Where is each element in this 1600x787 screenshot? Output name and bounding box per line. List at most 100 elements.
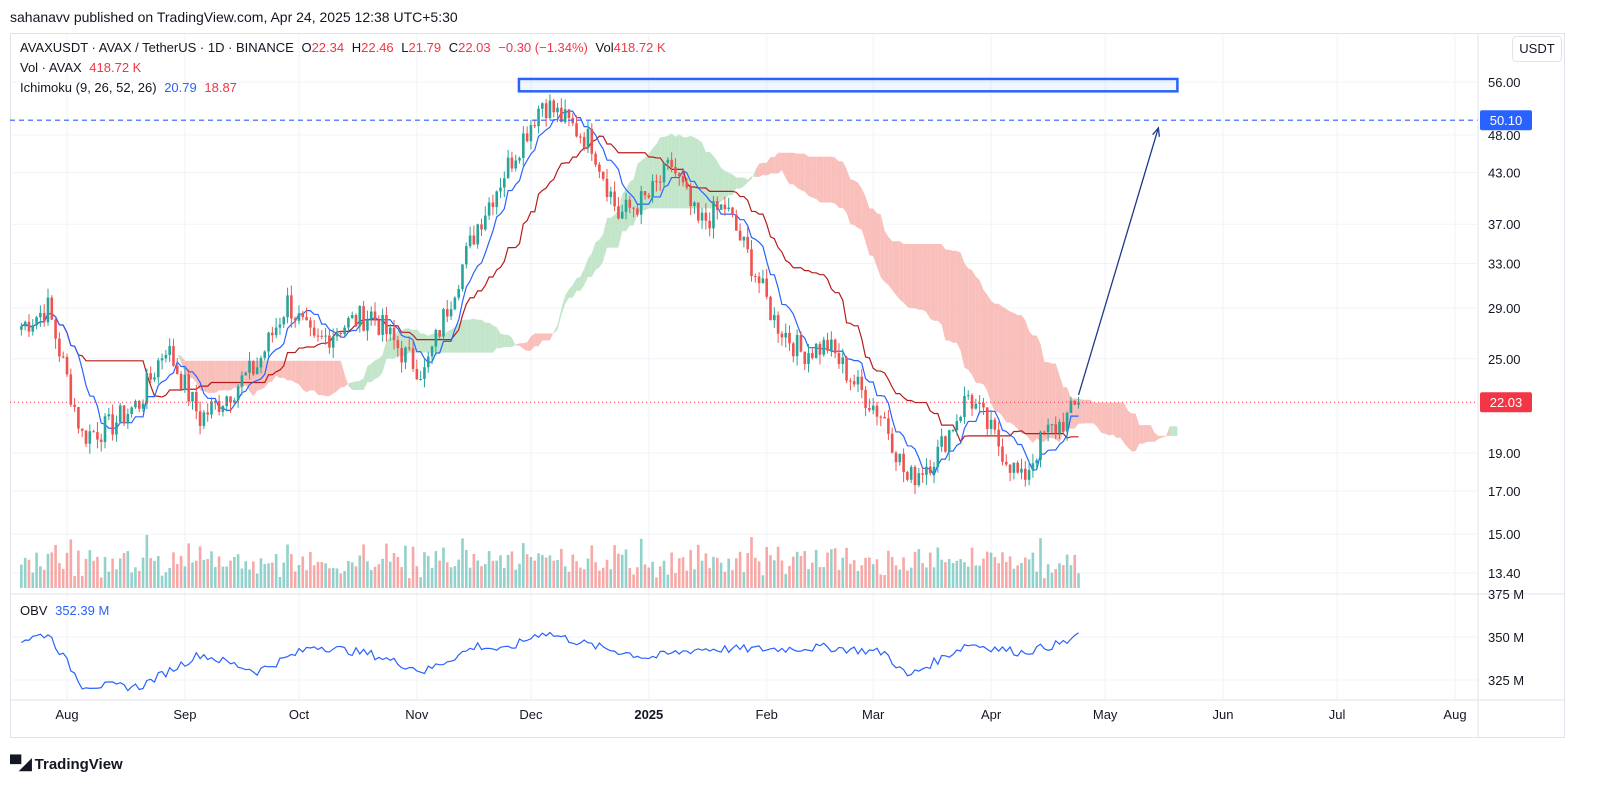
volume-bar [187,543,190,588]
volume-bar [491,560,495,588]
volume-bar [514,569,518,588]
volume-bar [461,538,464,588]
candle-body [533,125,537,127]
candle-body [149,373,152,380]
candle-body [868,407,871,411]
volume-bar [700,560,704,588]
footer-brand[interactable]: ▀◢ TradingView [10,752,123,776]
candle-body [677,173,681,177]
candle-body [445,309,449,317]
candle-body [65,356,69,375]
ichimoku-cloud-segment [766,157,771,176]
ichimoku-cloud-segment [344,374,349,387]
volume-bar [696,544,700,588]
ichimoku-cloud-segment [652,144,657,209]
ichimoku-cloud-segment [1002,306,1007,423]
candle-body [875,405,879,417]
volume-bar [145,534,149,588]
volume-bar [487,551,491,588]
volume-bar [936,547,940,588]
volume-bar [890,556,894,588]
ichimoku-cloud-segment [378,354,383,378]
ichimoku-cloud-segment [230,360,235,391]
volume-bar [255,573,259,588]
obv-legend[interactable]: OBV 352.39 M [20,603,113,618]
ichimoku-cloud-segment [496,327,501,349]
volume-bar [940,559,943,588]
candle-body [647,195,651,198]
volume-bar [236,554,240,588]
volume-bar [168,567,171,588]
ichimoku-cloud-segment [1135,413,1140,452]
candle-body [620,211,624,219]
volume-bar [449,567,453,588]
candle-body [309,320,312,328]
ichimoku-cloud-segment [1086,399,1090,424]
volume-bar [693,569,696,588]
ichimoku-cloud-segment [276,360,280,379]
ichimoku-cloud-segment [192,360,197,383]
candle-body [510,157,514,169]
candle-body [1039,431,1042,461]
candle-body [1012,462,1016,473]
candle-body [639,191,643,215]
volume-bar [525,554,529,588]
volume-bar [366,561,369,588]
price-tag-label: 22.03 [1490,395,1523,410]
volume-bar [259,558,263,588]
candle-body [624,199,628,212]
candle-body [529,125,533,142]
currency-button[interactable]: USDT [1512,36,1562,62]
ichimoku-legend[interactable]: Ichimoku (9, 26, 52, 26) 20.79 18.87 [20,80,241,95]
ichimoku-cloud-segment [317,360,322,396]
volume-bar [906,570,909,588]
volume-legend[interactable]: Vol · AVAX 418.72 K [20,60,145,75]
ichimoku-cloud-segment [466,319,471,353]
time-axis-tick: May [1093,707,1118,722]
price-axis-tick: 48.00 [1488,128,1521,143]
brand-name: TradingView [34,755,123,773]
candle-body [438,329,441,337]
volume-bar [183,566,187,588]
ichimoku-cloud-segment [375,358,379,380]
volume-bar [674,573,677,588]
volume-bar [286,544,289,588]
ichimoku-cloud-segment [899,241,904,303]
ichimoku-cloud-segment [1013,313,1018,430]
candle-body [305,317,308,321]
ichimoku-cloud-segment [500,333,505,349]
candle-body [484,215,487,230]
time-axis-tick: Feb [756,707,778,722]
chart-frame[interactable] [10,33,1565,738]
volume-bar [746,553,749,588]
ichimoku-cloud-segment [1173,426,1178,436]
ichimoku-cloud-segment [1017,315,1022,434]
volume-bar [601,567,605,588]
candle-body [643,191,647,196]
candle-body [700,212,704,221]
candle-body [347,317,350,328]
ichimoku-cloud-segment [869,208,874,257]
ichimoku-cloud-segment [580,268,585,291]
volume-bar [708,568,711,588]
volume-bar [278,576,282,588]
volume-bar [160,575,164,588]
candle-body [544,103,548,119]
ichimoku-cloud-segment [568,284,573,298]
ichimoku-cloud-segment [930,243,935,321]
ichimoku-cloud-segment [979,280,984,385]
candle-body [864,390,867,408]
candle-body [1016,462,1019,473]
volume-bar [331,567,335,588]
candle-body [172,346,175,366]
candle-body [366,319,369,331]
volume-bar [658,566,662,588]
volume-bar [172,552,175,588]
candle-body [506,157,510,179]
ichimoku-cloud-segment [1101,402,1106,434]
ichimoku-cloud-segment [1074,398,1079,429]
candle-body [23,321,27,327]
ichimoku-cloud-segment [724,170,729,199]
ichimoku-cloud-segment [390,336,395,359]
